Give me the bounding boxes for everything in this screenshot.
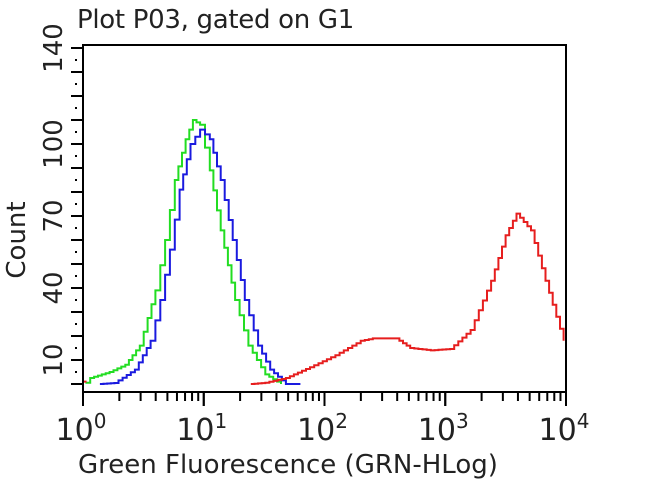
y-tick-label: 10 — [39, 343, 69, 376]
y-tick-label: 140 — [39, 23, 69, 73]
x-tick-label: 100 — [56, 409, 107, 448]
y-tick-label: 100 — [39, 119, 69, 169]
y-minor-tick — [75, 371, 77, 373]
series-layer — [83, 119, 565, 385]
y-minor-tick — [75, 203, 77, 205]
x-axis-label: Green Fluorescence (GRN-HLog) — [78, 450, 498, 480]
y-minor-tick — [75, 275, 77, 277]
x-tick-label: 104 — [539, 409, 590, 448]
y-minor-tick — [75, 299, 77, 301]
y-axis: 10 40 70 100 140 — [39, 23, 83, 385]
y-minor-tick — [75, 155, 77, 157]
series-blue-line — [99, 128, 301, 385]
y-tick-label: 40 — [39, 271, 69, 304]
x-tick-label: 102 — [297, 409, 348, 448]
series-red-line — [250, 212, 565, 385]
x-axis: 100 101 102 103 104 — [56, 392, 590, 448]
y-minor-tick — [75, 179, 77, 181]
y-minor-tick — [75, 227, 77, 229]
x-tick-label: 103 — [418, 409, 469, 448]
plot-frame — [82, 44, 567, 393]
y-minor-tick — [75, 59, 77, 61]
y-minor-tick — [75, 107, 77, 109]
y-minor-tick — [75, 83, 77, 85]
series-green-line — [85, 119, 282, 384]
x-tick-label: 101 — [176, 409, 227, 448]
y-tick-label: 70 — [39, 199, 69, 232]
y-minor-tick — [75, 131, 77, 133]
y-minor-tick — [75, 251, 77, 253]
y-minor-tick — [75, 323, 77, 325]
y-minor-tick — [75, 347, 77, 349]
chart-title: Plot P03, gated on G1 — [77, 5, 354, 35]
